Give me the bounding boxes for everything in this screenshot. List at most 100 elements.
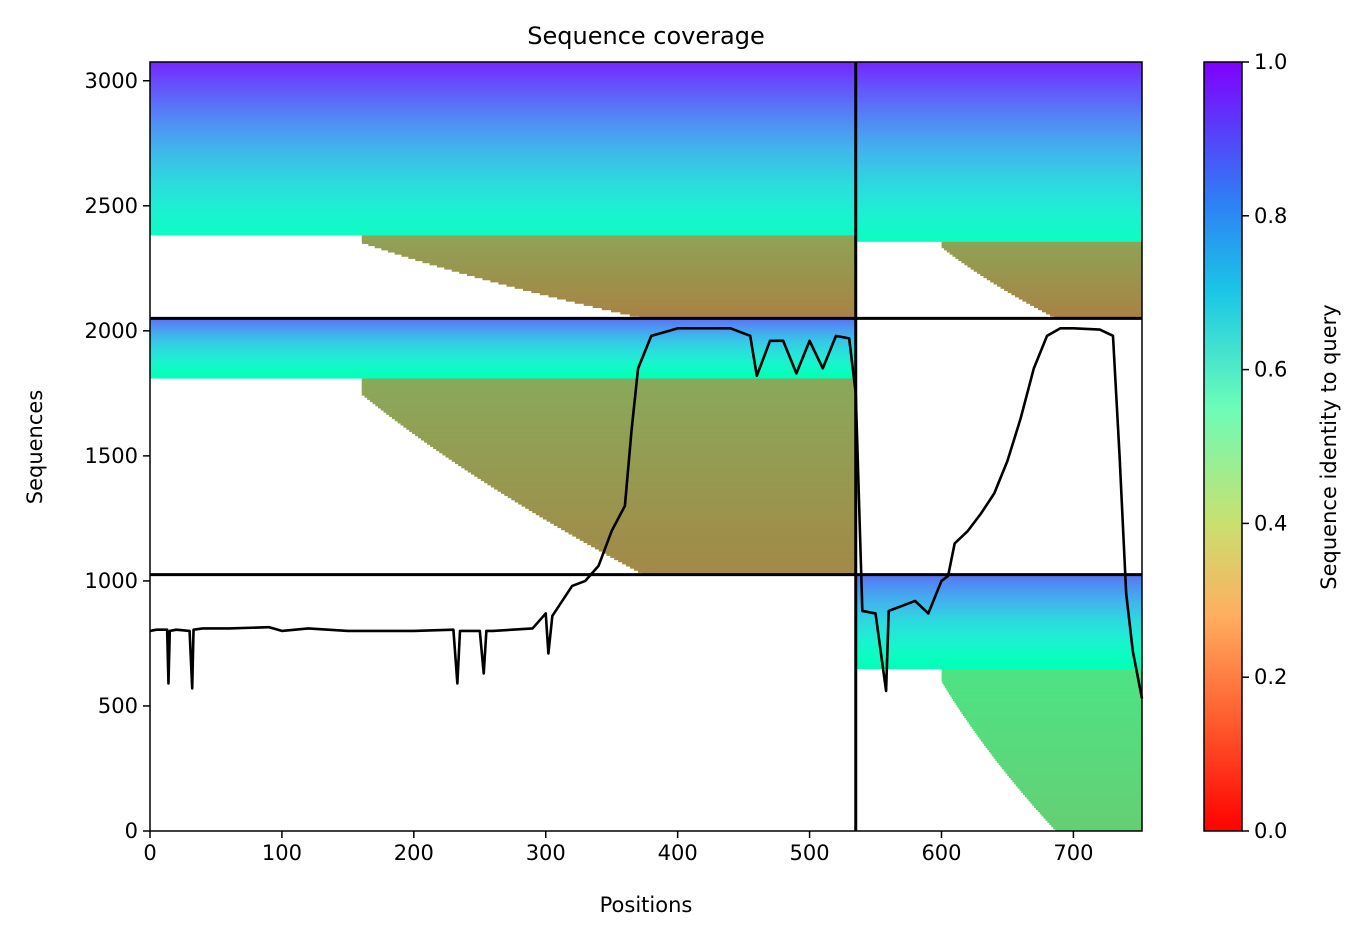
coverage-row [150,130,856,133]
coverage-row [403,425,856,428]
coverage-row [436,448,856,452]
coverage-row [150,76,856,80]
coverage-row [855,132,1142,136]
coverage-row [150,136,856,140]
coverage-row [986,277,1142,281]
coverage-row [855,181,1142,185]
colorbar-tick-label: 0.0 [1254,819,1287,843]
coverage-row [855,177,1142,180]
coverage-row [150,213,856,217]
coverage-row [150,145,856,148]
coverage-row [150,115,856,118]
coverage-row [150,126,856,129]
coverage-row [150,166,856,170]
coverage-row [973,269,1142,272]
coverage-row [941,243,1142,247]
coverage-row [564,529,856,533]
coverage-row [855,610,1142,614]
coverage-row [855,578,1142,582]
coverage-row [855,138,1142,142]
coverage-row [980,739,1142,742]
coverage-row [150,181,856,185]
colorbar-tick-label: 1.0 [1254,50,1287,74]
coverage-row [855,617,1142,620]
coverage-row [380,408,856,411]
coverage-row [970,724,1142,727]
coverage-row [150,96,856,99]
coverage-row [855,173,1142,176]
coverage-row [952,254,1142,257]
coverage-row [941,675,1142,678]
coverage-row [620,311,856,315]
y-tick-label: 3000 [85,69,138,93]
coverage-row [506,284,856,287]
coverage-row [150,363,856,366]
coverage-row [610,555,856,558]
coverage-row [1017,786,1142,789]
coverage-row [1004,288,1142,291]
coverage-row [960,709,1142,712]
coverage-row [855,200,1142,204]
coverage-row [484,480,856,484]
coverage-row [511,497,856,501]
coverage-row [466,273,856,277]
coverage-row [855,79,1142,82]
coverage-row [421,437,856,441]
coverage-row [150,320,856,324]
coverage-row [1022,299,1142,302]
coverage-row [150,354,856,358]
coverage-row [993,282,1142,285]
coverage-row [855,205,1142,208]
coverage-row [855,196,1142,200]
coverage-row [150,205,856,208]
coverage-row [855,621,1142,625]
coverage-row [150,367,856,370]
coverage-row [855,170,1142,174]
coverage-row [855,640,1142,644]
coverage-row [1035,807,1142,811]
coverage-row [150,222,856,225]
coverage-row [614,557,856,561]
coverage-row [361,388,856,392]
coverage-row [523,288,856,291]
coverage-row [1000,286,1142,289]
coverage-row [494,487,856,490]
coverage-row [528,508,856,511]
coverage-row [448,457,856,460]
coverage-row [1014,781,1142,785]
coverage-row [150,179,856,183]
coverage-row [1037,307,1142,311]
coverage-row [150,326,856,330]
coverage-row [368,243,856,247]
x-tick-label: 600 [921,841,961,865]
coverage-row [150,138,856,142]
coverage-row [150,339,856,343]
coverage-row [958,258,1142,262]
coverage-row [150,108,856,112]
coverage-row [150,94,856,97]
coverage-row [150,89,856,93]
coverage-row [1041,813,1142,817]
coverage-row [412,431,856,435]
coverage-row [514,499,856,503]
coverage-row [965,717,1142,721]
coverage-row [941,241,1142,244]
coverage-row [855,647,1142,650]
coverage-row [1007,290,1142,294]
coverage-row [1012,779,1142,783]
colorbar [1203,61,1243,832]
coverage-row [474,275,856,279]
coverage-row [855,587,1142,591]
coverage-row [855,179,1142,183]
coverage-row [976,732,1142,736]
coverage-row [150,119,856,123]
coverage-row [955,256,1142,259]
coverage-row [855,657,1142,661]
coverage-row [855,74,1142,78]
coverage-row [957,704,1142,708]
coverage-row [1049,314,1142,317]
coverage-row [150,113,856,116]
coverage-row [150,134,856,138]
coverage-row [855,211,1142,215]
y-axis-label: Sequences [23,390,47,505]
